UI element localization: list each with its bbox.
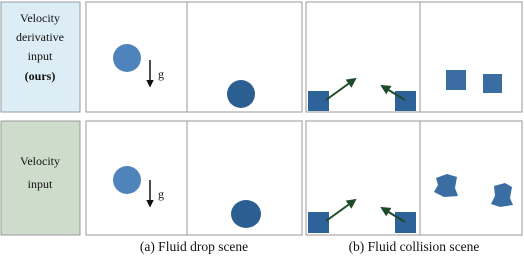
fluid-block xyxy=(308,212,329,233)
fluid-block xyxy=(446,70,466,90)
row-label-emphasis: (ours) xyxy=(25,69,56,83)
fluid-block xyxy=(308,91,329,111)
fluid-block xyxy=(395,91,416,111)
row-label: derivative xyxy=(16,30,64,44)
row-label: Velocity xyxy=(20,11,60,25)
fluid-block xyxy=(483,74,502,93)
row-label: input xyxy=(28,49,53,63)
row-label: Velocity xyxy=(20,154,60,168)
panel xyxy=(420,2,522,112)
caption: (a) Fluid drop scene xyxy=(140,239,248,254)
fluid-drop xyxy=(227,80,255,108)
fluid-drop xyxy=(113,44,141,72)
fluid-drop xyxy=(231,200,261,228)
caption: (b) Fluid collision scene xyxy=(349,239,480,254)
fluid-block xyxy=(395,212,416,233)
gravity-label: g xyxy=(158,67,164,81)
gravity-label: g xyxy=(158,187,164,201)
panel xyxy=(420,121,522,235)
row-label: input xyxy=(28,177,53,191)
figure: Velocity derivative input (ours) g Veloc… xyxy=(0,0,524,262)
fluid-drop xyxy=(113,166,141,194)
